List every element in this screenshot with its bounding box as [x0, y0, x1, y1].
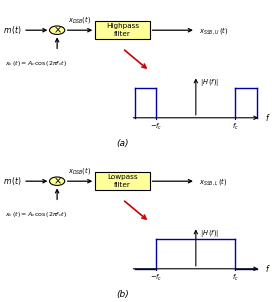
Text: Lowpass
filter: Lowpass filter: [107, 175, 138, 188]
Text: $f$: $f$: [265, 263, 271, 274]
Text: (b): (b): [116, 290, 129, 299]
Text: $|H\,(f)|$: $|H\,(f)|$: [200, 228, 219, 239]
Text: $m\,(t)$: $m\,(t)$: [3, 175, 22, 187]
Text: $x_{SSB,U}\,(t)$: $x_{SSB,U}\,(t)$: [199, 25, 228, 36]
Text: $x_c\,(t) = A_c \cos\left(2\pi f_c t\right)$: $x_c\,(t) = A_c \cos\left(2\pi f_c t\rig…: [5, 59, 67, 68]
Text: $\times$: $\times$: [53, 25, 61, 35]
Text: $x_{DSB}(t)$: $x_{DSB}(t)$: [68, 165, 91, 176]
Text: $f_c$: $f_c$: [232, 121, 239, 132]
Text: $\times$: $\times$: [53, 176, 61, 186]
Text: $f_c$: $f_c$: [232, 272, 239, 283]
Text: Highpass
filter: Highpass filter: [106, 24, 139, 37]
FancyBboxPatch shape: [95, 172, 150, 190]
Text: $x_{SSB,L}\,(t)$: $x_{SSB,L}\,(t)$: [199, 176, 227, 187]
Circle shape: [50, 177, 65, 185]
Text: (a): (a): [116, 139, 129, 148]
Text: $-f_c$: $-f_c$: [150, 121, 163, 132]
Text: $m\,(t)$: $m\,(t)$: [3, 24, 22, 36]
Text: $x_c\,(t) = A_c \cos\left(2\pi f_c t\right)$: $x_c\,(t) = A_c \cos\left(2\pi f_c t\rig…: [5, 210, 67, 219]
Text: $|H\,(f)|$: $|H\,(f)|$: [200, 77, 219, 88]
Circle shape: [50, 26, 65, 34]
FancyBboxPatch shape: [95, 21, 150, 39]
Text: $f$: $f$: [265, 112, 271, 123]
Text: $x_{DSB}(t)$: $x_{DSB}(t)$: [68, 14, 91, 25]
Text: $-f_c$: $-f_c$: [150, 272, 163, 283]
